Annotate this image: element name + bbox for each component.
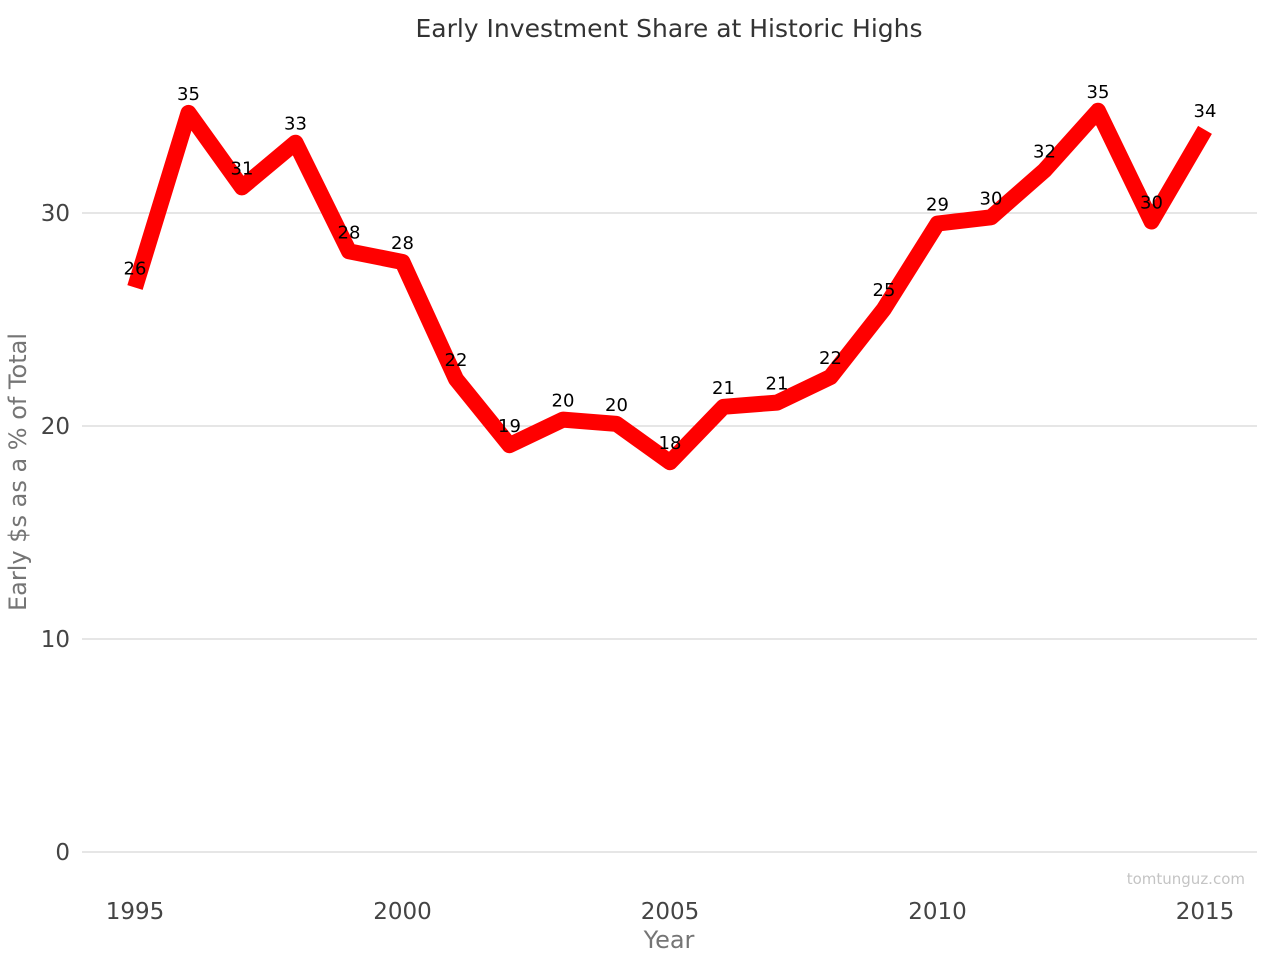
gridlines [82,212,1257,853]
data-label-2009: 25 [873,280,896,301]
data-label-2012: 32 [1033,141,1056,162]
data-label-1996: 35 [177,84,200,105]
data-label-2010: 29 [926,195,949,216]
data-label-2002: 19 [498,416,521,437]
y-tick-label-30: 30 [41,201,70,227]
data-label-2008: 22 [819,348,842,369]
data-label-2013: 35 [1087,82,1110,103]
data-label-2001: 22 [445,350,468,371]
data-label-1997: 31 [231,158,254,179]
x-axis-ticks: 1995 2000 2005 2010 2015 [106,899,1235,925]
data-label-2007: 21 [766,374,789,395]
data-labels: 26 35 31 33 28 28 22 19 20 20 18 21 21 22 25 29 30 32 35 30… [124,82,1217,454]
data-label-1998: 33 [284,114,307,135]
chart-title: Early Investment Share at Historic Highs [415,14,922,43]
data-label-1999: 28 [338,222,361,243]
data-label-2000: 28 [391,233,414,254]
data-label-2003: 20 [552,391,575,412]
x-tick-label-2005: 2005 [641,899,700,925]
y-tick-label-10: 10 [41,627,70,653]
data-label-2005: 18 [659,433,682,454]
data-label-2015: 34 [1194,101,1217,122]
series-group [127,102,1212,471]
y-axis-label: Early $s as a % of Total [4,333,32,611]
x-tick-label-2000: 2000 [373,899,432,925]
data-label-2006: 21 [712,378,735,399]
x-tick-label-1995: 1995 [106,899,165,925]
data-label-2011: 30 [980,188,1003,209]
y-axis-ticks: 0 10 20 30 [41,201,70,866]
watermark: tomtunguz.com [1127,870,1245,888]
data-label-2004: 20 [605,395,628,416]
data-label-1995: 26 [124,259,147,280]
x-tick-label-2015: 2015 [1176,899,1235,925]
series-line [127,102,1212,471]
y-tick-label-0: 0 [55,840,70,866]
data-label-2014: 30 [1140,193,1163,214]
x-tick-label-2010: 2010 [908,899,967,925]
y-tick-label-20: 20 [41,414,70,440]
x-axis-label: Year [643,926,695,954]
